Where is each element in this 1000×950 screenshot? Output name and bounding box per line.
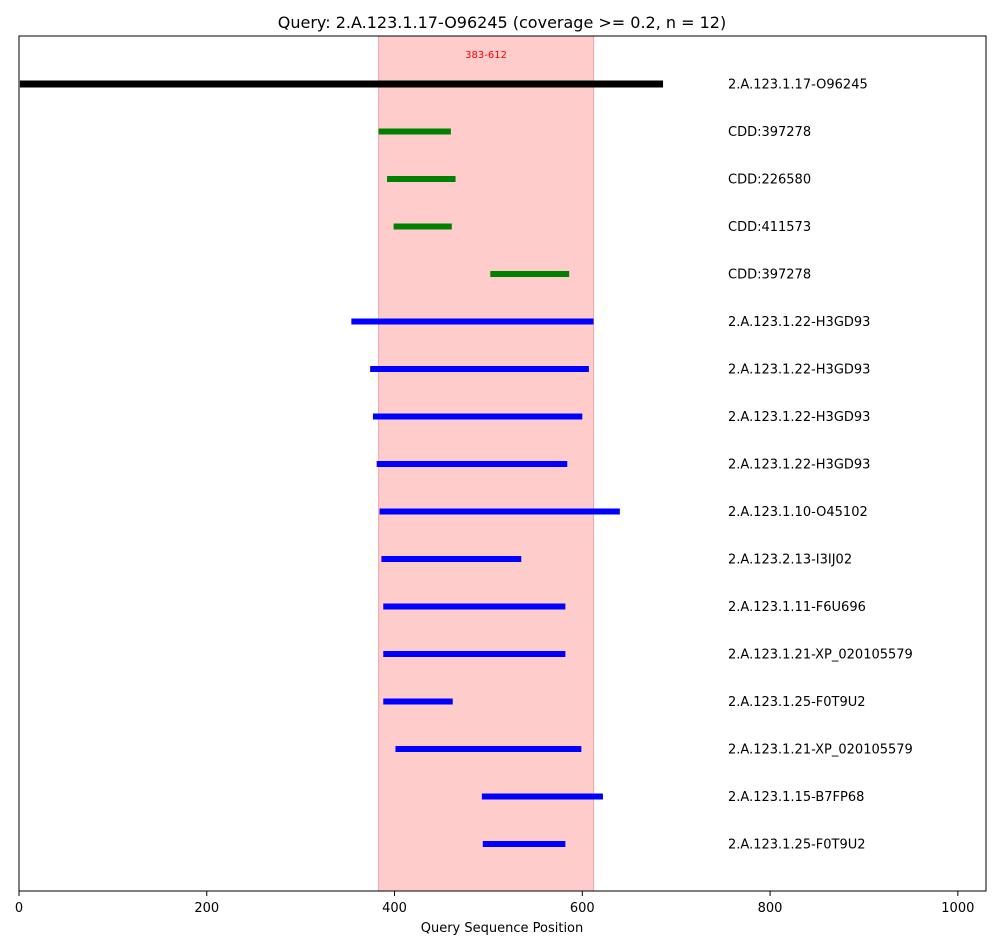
row-labels-group: 2.A.123.1.17-O96245 CDD:397278 CDD:226580 C… (728, 78, 913, 853)
range-bar-15 (395, 746, 582, 752)
range-bar-14 (383, 698, 453, 705)
range-bar-16 (481, 793, 603, 800)
x-axis-ticks: 0 200 400 600 800 1000 (15, 891, 974, 916)
chart-title: Query: 2.A.123.1.17-O96245 (coverage >= … (278, 13, 726, 32)
row-label-5: CDD:397278 (728, 268, 811, 283)
highlight-region-label: 383-612 (465, 50, 507, 61)
row-label-16: 2.A.123.1.15-B7FP68 (728, 790, 864, 805)
range-bar-17 (482, 841, 566, 847)
row-label-14: 2.A.123.1.25-F0T9U2 (728, 695, 866, 710)
x-tick-label-1000: 1000 (941, 901, 974, 916)
range-bar-7 (370, 366, 589, 372)
range-bar-1 (19, 80, 664, 88)
x-axis-label: Query Sequence Position (421, 921, 584, 936)
range-bar-3 (387, 176, 456, 182)
row-label-3: CDD:226580 (728, 173, 811, 188)
range-bar-8 (372, 413, 583, 420)
range-bar-5 (490, 271, 570, 277)
range-bar-13 (383, 651, 566, 657)
plot-frame (18, 35, 987, 892)
row-label-2: CDD:397278 (728, 125, 811, 140)
row-label-10: 2.A.123.1.10-O45102 (728, 505, 868, 520)
x-tick-label-600: 600 (570, 901, 595, 916)
range-bar-12 (383, 603, 566, 610)
row-label-12: 2.A.123.1.11-F6U696 (728, 600, 866, 615)
range-bar-4 (393, 223, 452, 230)
row-label-6: 2.A.123.1.22-H3GD93 (728, 315, 870, 330)
row-label-4: CDD:411573 (728, 220, 811, 235)
row-label-7: 2.A.123.1.22-H3GD93 (728, 363, 870, 378)
range-bar-10 (379, 508, 620, 515)
row-label-1: 2.A.123.1.17-O96245 (728, 78, 868, 93)
range-bar-9 (376, 461, 568, 467)
range-bar-6 (351, 318, 594, 325)
range-bar-2 (378, 128, 451, 135)
bars-group (19, 80, 664, 847)
x-tick-label-200: 200 (194, 901, 219, 916)
row-label-11: 2.A.123.2.13-I3IJ02 (728, 553, 852, 568)
row-label-13: 2.A.123.1.21-XP_020105579 (728, 648, 913, 663)
row-label-9: 2.A.123.1.22-H3GD93 (728, 458, 870, 473)
row-label-17: 2.A.123.1.25-F0T9U2 (728, 838, 866, 853)
row-label-8: 2.A.123.1.22-H3GD93 (728, 410, 870, 425)
row-label-15: 2.A.123.1.21-XP_020105579 (728, 743, 913, 758)
range-bar-11 (381, 556, 522, 562)
x-tick-label-400: 400 (382, 901, 407, 916)
x-tick-label-0: 0 (15, 901, 23, 916)
x-tick-label-800: 800 (758, 901, 783, 916)
